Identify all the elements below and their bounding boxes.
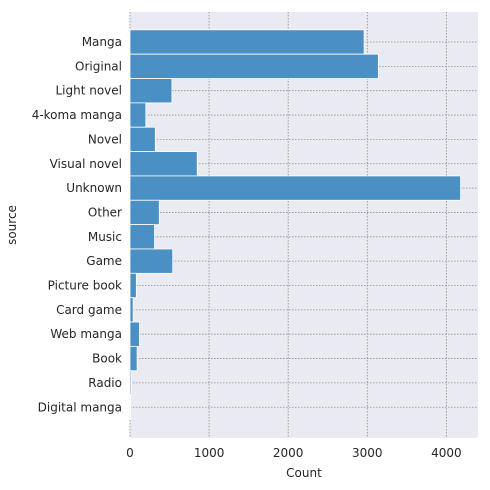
y-tick-label: Game: [86, 254, 122, 268]
bar-music: [129, 224, 155, 250]
bar-manga: [129, 29, 365, 55]
bar-other: [129, 199, 160, 226]
bar-visual-novel: [129, 151, 198, 177]
y-tick-label: Novel: [88, 132, 122, 146]
x-axis-label: Count: [286, 466, 322, 480]
bar-book: [129, 345, 138, 372]
bar-digital-manga: [129, 394, 132, 420]
y-tick-label: Manga: [82, 35, 122, 49]
y-tick-label: Unknown: [66, 181, 122, 195]
x-tick-label: 1000: [194, 446, 225, 460]
y-tick-label: Digital manga: [38, 400, 122, 414]
grid-lines: [129, 12, 478, 438]
bar-novel: [129, 126, 156, 152]
x-tick-label: 0: [126, 446, 134, 460]
bar-picture-book: [129, 272, 137, 299]
bar-web-manga: [129, 321, 140, 347]
bar-radio: [129, 370, 132, 396]
bar-unknown: [129, 175, 462, 201]
x-tick-labels: 0 1000 2000 3000 4000: [126, 446, 461, 460]
y-tick-label: Picture book: [48, 279, 122, 293]
bars: [129, 29, 462, 420]
y-tick-label: Light novel: [55, 84, 122, 98]
y-tick-label: Music: [88, 230, 122, 244]
x-tick-label: 4000: [431, 446, 462, 460]
bar-4-koma-manga: [129, 102, 147, 128]
y-tick-label: 4-koma manga: [32, 108, 122, 122]
bar-original: [129, 53, 379, 79]
y-tick-labels: Manga Original Light novel 4-koma manga Nove…: [32, 35, 122, 414]
bar-light-novel: [129, 78, 173, 104]
y-tick-label: Web manga: [50, 327, 122, 341]
bar-card-game: [129, 297, 134, 323]
y-axis-label: source: [5, 205, 19, 245]
y-tick-label: Original: [75, 59, 122, 73]
y-tick-label: Card game: [56, 303, 122, 317]
plot-background: [130, 12, 478, 438]
y-tick-label: Radio: [88, 376, 122, 390]
x-tick-label: 3000: [352, 446, 383, 460]
y-tick-label: Book: [92, 352, 122, 366]
y-tick-label: Other: [88, 205, 122, 219]
y-tick-label: Visual novel: [50, 157, 122, 171]
bar-game: [129, 248, 174, 274]
x-tick-label: 2000: [273, 446, 304, 460]
